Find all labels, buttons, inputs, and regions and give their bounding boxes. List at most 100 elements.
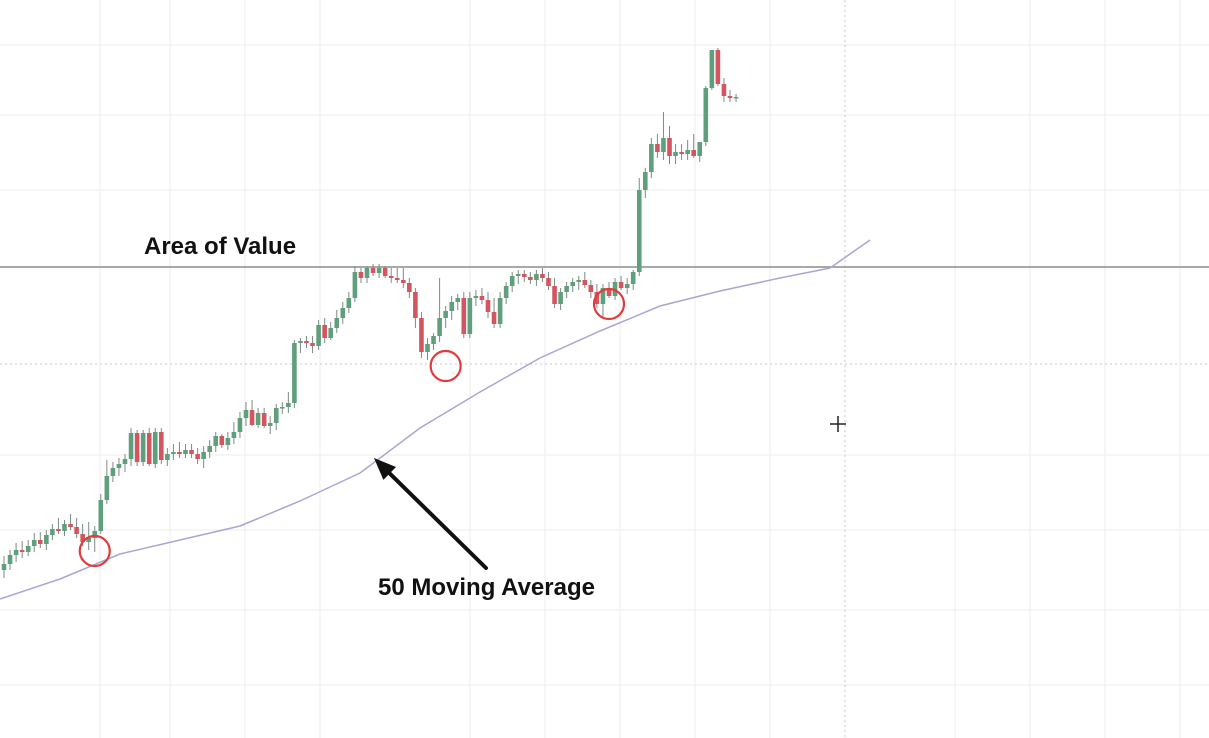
candle: [334, 310, 340, 333]
crosshair-cursor-icon: [830, 416, 846, 432]
candle-body: [304, 341, 309, 343]
candle-body: [267, 423, 273, 426]
candle-body: [419, 318, 424, 352]
candle: [364, 266, 370, 283]
touch-markers: [78, 287, 626, 568]
candle-body: [213, 436, 219, 446]
candle-body: [116, 464, 122, 468]
candle-body: [340, 308, 346, 318]
candle: [540, 268, 545, 282]
candle: [479, 288, 485, 304]
candle: [122, 454, 128, 472]
candle: [86, 522, 91, 550]
candle-body: [280, 407, 285, 409]
candle-body: [588, 285, 594, 292]
candle: [515, 270, 521, 284]
candle-body: [407, 283, 412, 292]
candle-body: [316, 325, 321, 346]
candle-body: [691, 150, 696, 156]
candle: [667, 126, 672, 164]
candle: [31, 533, 37, 552]
candle-body: [104, 476, 110, 500]
candle: [292, 340, 297, 408]
candle: [310, 336, 315, 353]
candle-body: [618, 282, 624, 288]
candle: [431, 333, 436, 350]
candle: [679, 144, 684, 160]
candle: [322, 318, 327, 343]
candle-body: [497, 298, 503, 324]
candle: [110, 462, 116, 482]
candle: [38, 532, 43, 548]
candle-body: [552, 286, 557, 304]
candle: [485, 292, 491, 318]
candle-body: [322, 325, 327, 338]
candle: [159, 428, 164, 464]
candle-body: [564, 286, 569, 292]
candle: [376, 264, 382, 278]
candle-body: [286, 403, 291, 407]
candle-body: [643, 172, 648, 190]
candle: [413, 288, 418, 328]
candle: [582, 272, 588, 288]
candle: [165, 448, 170, 466]
candle-body: [177, 452, 182, 454]
candle: [618, 276, 624, 290]
candle-body: [649, 144, 654, 172]
candle: [171, 444, 176, 460]
candle-body: [540, 274, 545, 278]
candle-body: [146, 433, 152, 464]
candle: [116, 458, 122, 476]
candle: [721, 78, 727, 102]
candle-body: [413, 292, 418, 318]
candle: [146, 428, 152, 466]
candle-body: [558, 292, 563, 304]
candle: [649, 138, 654, 178]
candle-body: [661, 138, 666, 152]
candle-body: [479, 296, 485, 300]
candle: [643, 168, 648, 198]
candle-body: [546, 278, 551, 286]
candle-body: [582, 280, 588, 285]
candle: [691, 134, 696, 158]
candle-body: [237, 418, 243, 432]
candle-body: [334, 318, 340, 328]
candle-body: [733, 97, 739, 99]
candle: [50, 524, 55, 540]
candle-body: [231, 432, 237, 438]
candle-body: [630, 272, 636, 284]
candle: [509, 272, 515, 292]
candle-body: [171, 452, 176, 454]
candle-body: [449, 302, 454, 311]
candle: [316, 320, 321, 350]
candle: [19, 541, 25, 558]
candle-body: [655, 144, 660, 152]
candle-body: [7, 555, 13, 564]
candle: [443, 306, 448, 328]
candle-body: [328, 328, 333, 338]
candle-body: [152, 432, 158, 464]
candle-body: [515, 274, 521, 276]
candle: [455, 294, 461, 310]
candle: [733, 94, 739, 102]
candle-body: [401, 280, 406, 283]
candle: [636, 178, 642, 276]
candle-body: [50, 529, 55, 535]
candle: [152, 428, 158, 468]
candle-body: [358, 272, 364, 278]
candle: [25, 540, 31, 556]
candle-body: [721, 84, 727, 96]
candle-body: [86, 538, 91, 542]
candle: [697, 142, 703, 162]
candle-body: [485, 300, 491, 312]
candle: [1, 556, 7, 578]
candle-body: [207, 446, 212, 452]
candle-body: [528, 277, 533, 280]
candle: [461, 292, 467, 338]
candle: [467, 292, 473, 338]
candle: [177, 442, 182, 458]
candle: [44, 530, 49, 550]
candle-body: [352, 272, 358, 298]
